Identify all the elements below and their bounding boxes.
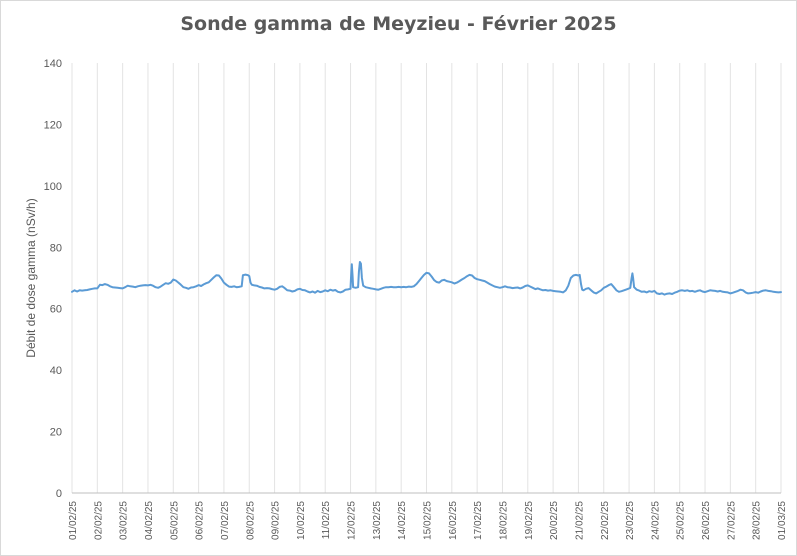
series-line <box>71 261 782 296</box>
x-tick-label: 05/02/25 <box>169 501 180 540</box>
x-tick-label: 25/02/25 <box>676 501 687 540</box>
x-tick-label: 17/02/25 <box>473 501 484 540</box>
y-axis-title: Débit de dose gamma (nSv/h) <box>24 198 38 357</box>
y-tick-label: 60 <box>50 304 62 316</box>
x-tick-label: 19/02/25 <box>524 501 535 540</box>
x-tick-label: 13/02/25 <box>372 501 383 540</box>
x-tick-label: 09/02/25 <box>271 501 282 540</box>
x-tick-label: 21/02/25 <box>574 501 585 540</box>
x-tick-label: 15/02/25 <box>423 501 434 540</box>
x-tick-label: 27/02/25 <box>726 501 737 540</box>
y-tick-label: 120 <box>44 119 62 131</box>
vertical-gridlines <box>71 63 782 493</box>
y-tick-label: 20 <box>50 427 62 439</box>
x-tick-label: 07/02/25 <box>220 501 231 540</box>
x-tick-label: 22/02/25 <box>600 501 611 540</box>
x-tick-label: 10/02/25 <box>296 501 307 540</box>
y-tick-label: 100 <box>44 181 62 193</box>
y-tick-label: 0 <box>56 488 62 500</box>
y-tick-label: 80 <box>50 242 62 254</box>
x-tick-label: 04/02/25 <box>144 501 155 540</box>
series-group <box>71 261 782 296</box>
x-tick-label: 26/02/25 <box>701 501 712 540</box>
x-tick-label: 08/02/25 <box>245 501 256 540</box>
x-tick-label: 23/02/25 <box>625 501 636 540</box>
x-tick-label: 01/03/25 <box>777 501 788 540</box>
x-tick-label: 03/02/25 <box>119 501 130 540</box>
x-tick-label: 16/02/25 <box>448 501 459 540</box>
x-tick-label: 12/02/25 <box>347 501 358 540</box>
x-tick-label: 18/02/25 <box>498 501 509 540</box>
x-tick-label: 02/02/25 <box>93 501 104 540</box>
x-tick-label: 28/02/25 <box>752 501 763 540</box>
x-tick-label: 06/02/25 <box>195 501 206 540</box>
y-axis-ticks: 0 20 40 60 80 100 120 140 <box>44 58 62 500</box>
y-tick-label: 40 <box>50 365 62 377</box>
x-tick-label: 01/02/25 <box>68 501 79 540</box>
x-axis-ticks: 01/02/25 02/02/25 03/02/25 04/02/25 05/02/25… <box>68 501 788 540</box>
x-tick-label: 11/02/25 <box>321 501 332 540</box>
x-tick-label: 20/02/25 <box>549 501 560 540</box>
y-tick-label: 140 <box>44 58 62 70</box>
x-tick-label: 14/02/25 <box>397 501 408 540</box>
x-tick-label: 24/02/25 <box>650 501 661 540</box>
chart-title: Sonde gamma de Meyzieu - Février 2025 <box>180 13 617 35</box>
